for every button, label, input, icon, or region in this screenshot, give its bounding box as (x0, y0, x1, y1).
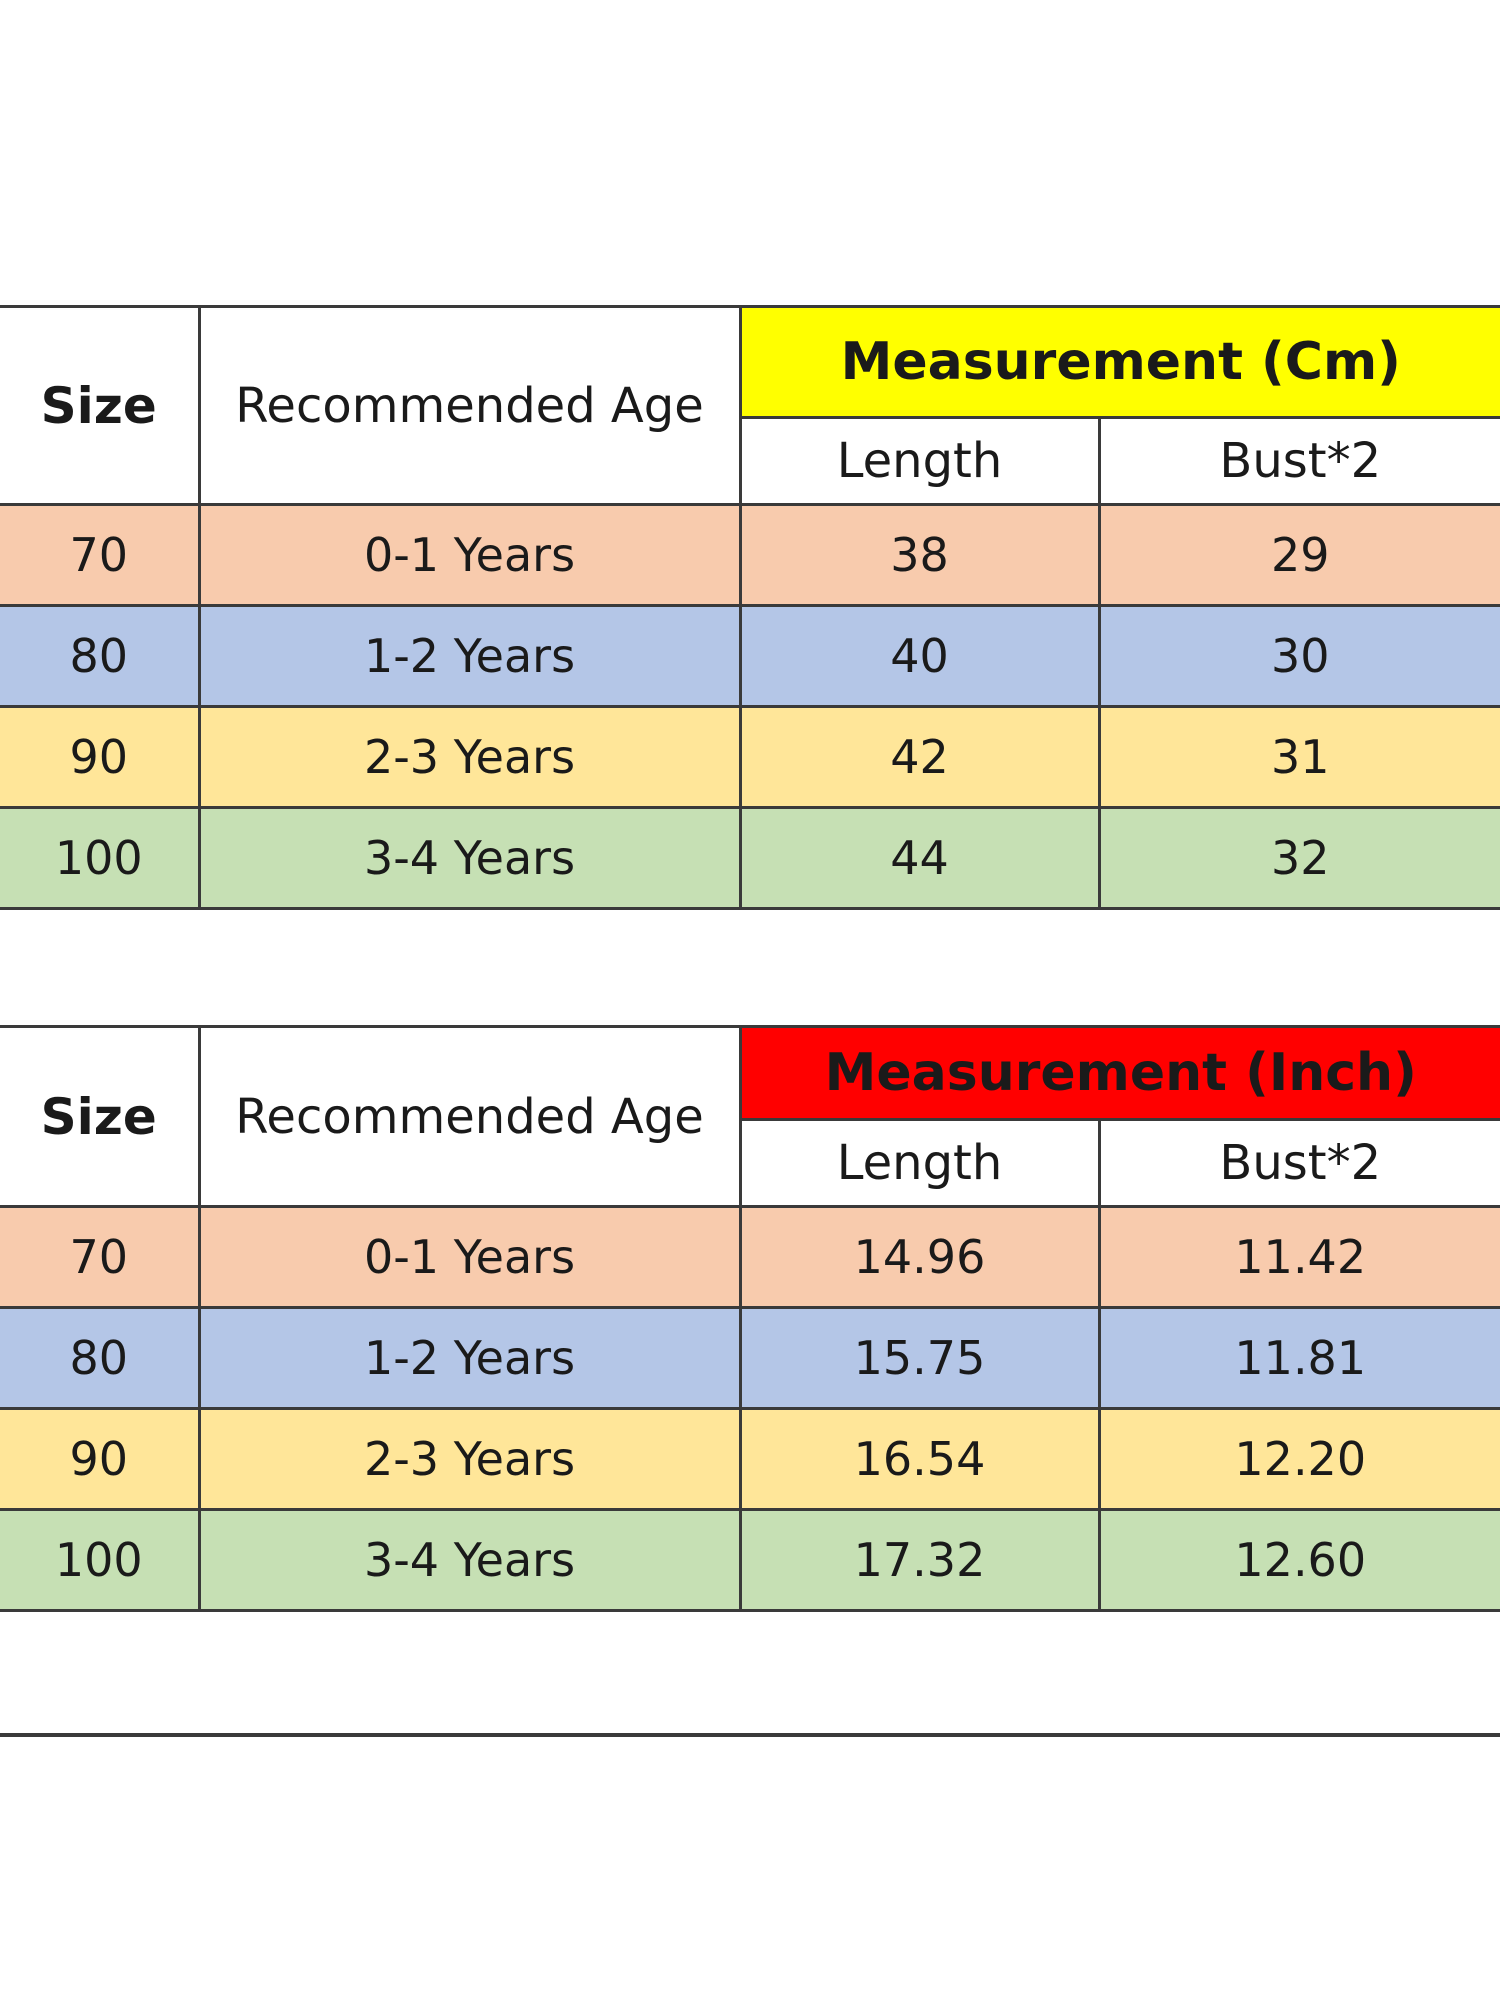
size-cell: 100 (0, 1508, 201, 1612)
length-cell: 42 (738, 705, 1101, 809)
size-cell: 80 (0, 604, 201, 708)
size-cell: 100 (0, 806, 201, 910)
bottom-divider (0, 1733, 1500, 1737)
length-cell: 40 (738, 604, 1101, 708)
table-row: 90 2-3 Years 16.54 12.20 (0, 1407, 1500, 1511)
bust-cell: 11.81 (1097, 1306, 1500, 1410)
table-row: 80 1-2 Years 40 30 (0, 604, 1500, 708)
size-header: Size (0, 305, 201, 506)
bust-cell: 12.20 (1097, 1407, 1500, 1511)
length-cell: 38 (738, 503, 1101, 607)
table-row: 100 3-4 Years 17.32 12.60 (0, 1508, 1500, 1612)
bust-cell: 32 (1097, 806, 1500, 910)
bust-header: Bust*2 (1097, 1118, 1500, 1208)
length-cell: 15.75 (738, 1306, 1101, 1410)
length-header: Length (740, 1118, 1101, 1208)
size-cell: 90 (0, 1407, 201, 1511)
table-row: 70 0-1 Years 38 29 (0, 503, 1500, 607)
bust-cell: 11.42 (1097, 1205, 1500, 1309)
size-chart-inch-table: Size Recommended Age Measurement (Inch) … (0, 1025, 1500, 1612)
table-row: 80 1-2 Years 15.75 11.81 (0, 1306, 1500, 1410)
recommended-age-header: Recommended Age (197, 305, 742, 506)
age-cell: 2-3 Years (197, 705, 742, 809)
length-cell: 17.32 (738, 1508, 1101, 1612)
bust-cell: 12.60 (1097, 1508, 1500, 1612)
bust-header: Bust*2 (1097, 416, 1500, 506)
age-cell: 0-1 Years (197, 503, 742, 607)
measurement-inch-header: Measurement (Inch) (738, 1025, 1500, 1121)
table-row: 90 2-3 Years 42 31 (0, 705, 1500, 809)
age-cell: 2-3 Years (197, 1407, 742, 1511)
age-cell: 1-2 Years (197, 604, 742, 708)
size-cell: 70 (0, 1205, 201, 1309)
length-cell: 16.54 (738, 1407, 1101, 1511)
bust-cell: 31 (1097, 705, 1500, 809)
age-cell: 1-2 Years (197, 1306, 742, 1410)
length-cell: 44 (738, 806, 1101, 910)
length-header: Length (740, 416, 1101, 506)
age-cell: 3-4 Years (197, 1508, 742, 1612)
size-cell: 70 (0, 503, 201, 607)
bust-cell: 29 (1097, 503, 1500, 607)
age-cell: 0-1 Years (197, 1205, 742, 1309)
age-cell: 3-4 Years (197, 806, 742, 910)
table-row: 100 3-4 Years 44 32 (0, 806, 1500, 910)
size-header: Size (0, 1025, 201, 1208)
length-cell: 14.96 (738, 1205, 1101, 1309)
size-cell: 90 (0, 705, 201, 809)
table-row: 70 0-1 Years 14.96 11.42 (0, 1205, 1500, 1309)
size-cell: 80 (0, 1306, 201, 1410)
bust-cell: 30 (1097, 604, 1500, 708)
size-chart-cm-table: Size Recommended Age Measurement (Cm) Le… (0, 305, 1500, 910)
recommended-age-header: Recommended Age (197, 1025, 742, 1208)
measurement-cm-header: Measurement (Cm) (738, 305, 1500, 419)
